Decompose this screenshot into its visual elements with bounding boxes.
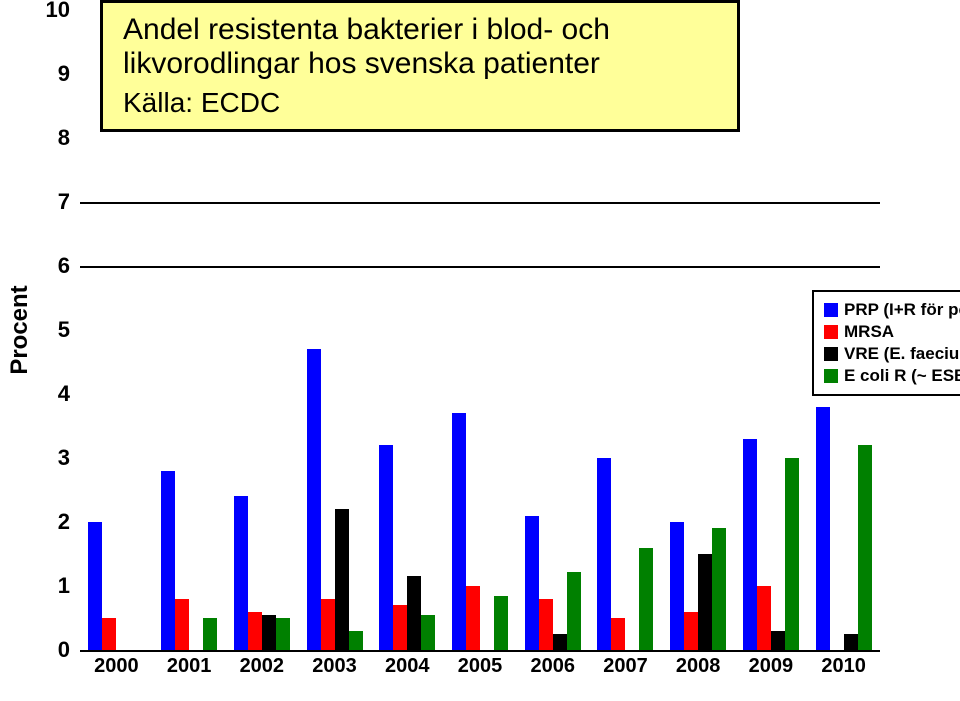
- bar: [553, 634, 567, 650]
- legend-swatch: [824, 369, 838, 383]
- chart-stage: Procent 012345678910 2000200120022003200…: [0, 0, 960, 701]
- bar: [858, 445, 872, 650]
- legend-swatch: [824, 303, 838, 317]
- y-tick: 2: [10, 509, 70, 535]
- bar: [597, 458, 611, 650]
- bar: [525, 516, 539, 650]
- x-tick: 2006: [530, 655, 575, 678]
- legend-label: PRP (I+R för pc): [844, 300, 960, 320]
- y-tick: 0: [10, 637, 70, 663]
- y-tick: 1: [10, 573, 70, 599]
- y-tick: 7: [10, 189, 70, 215]
- legend-label: E coli R (~ ESBL): [844, 366, 960, 386]
- bar: [567, 572, 581, 650]
- bar: [539, 599, 553, 650]
- y-tick: 5: [10, 317, 70, 343]
- x-tick: 2004: [385, 655, 430, 678]
- y-tick: 3: [10, 445, 70, 471]
- grid-line: [80, 266, 880, 268]
- y-tick: 8: [10, 125, 70, 151]
- bar: [262, 615, 276, 650]
- legend-item: VRE (E. faecium): [824, 344, 960, 364]
- legend-item: MRSA: [824, 322, 960, 342]
- grid-line: [80, 202, 880, 204]
- bar: [670, 522, 684, 650]
- y-tick: 6: [10, 253, 70, 279]
- bar: [248, 612, 262, 650]
- title-line1: Andel resistenta bakterier i blod- och l…: [123, 13, 717, 81]
- bar: [684, 612, 698, 650]
- bar: [844, 634, 858, 650]
- bar: [639, 548, 653, 650]
- bar: [407, 576, 421, 650]
- bar: [494, 596, 508, 650]
- legend-swatch: [824, 347, 838, 361]
- bar: [785, 458, 799, 650]
- x-tick: 2000: [94, 655, 139, 678]
- legend-label: VRE (E. faecium): [844, 344, 960, 364]
- bar: [175, 599, 189, 650]
- x-tick: 2009: [749, 655, 794, 678]
- legend-item: PRP (I+R för pc): [824, 300, 960, 320]
- bar: [743, 439, 757, 650]
- bar: [771, 631, 785, 650]
- y-tick: 4: [10, 381, 70, 407]
- bar: [466, 586, 480, 650]
- x-tick: 2003: [312, 655, 357, 678]
- x-tick: 2001: [167, 655, 212, 678]
- legend: PRP (I+R för pc)MRSAVRE (E. faecium)E co…: [812, 290, 960, 396]
- title-line2: Källa: ECDC: [123, 87, 717, 119]
- bar: [393, 605, 407, 650]
- legend-item: E coli R (~ ESBL): [824, 366, 960, 386]
- bar: [161, 471, 175, 650]
- legend-label: MRSA: [844, 322, 894, 342]
- bar: [816, 407, 830, 650]
- bar: [88, 522, 102, 650]
- y-tick: 10: [10, 0, 70, 23]
- bar: [203, 618, 217, 650]
- x-axis-labels: 2000 2001 2002 2003 2004 2005 2006 2007 2008 2009…: [80, 655, 880, 685]
- bar: [698, 554, 712, 650]
- x-tick: 2007: [603, 655, 648, 678]
- bar: [421, 615, 435, 650]
- bar: [321, 599, 335, 650]
- bar: [349, 631, 363, 650]
- bar: [335, 509, 349, 650]
- legend-swatch: [824, 325, 838, 339]
- x-tick: 2005: [458, 655, 503, 678]
- title-box: Andel resistenta bakterier i blod- och l…: [100, 0, 740, 132]
- y-tick: 9: [10, 61, 70, 87]
- bar: [307, 349, 321, 650]
- bar: [102, 618, 116, 650]
- bar: [234, 496, 248, 650]
- bar: [276, 618, 290, 650]
- bar: [452, 413, 466, 650]
- x-tick: 2010: [821, 655, 866, 678]
- x-tick: 2008: [676, 655, 721, 678]
- bar: [611, 618, 625, 650]
- bar: [757, 586, 771, 650]
- x-tick: 2002: [240, 655, 285, 678]
- bar: [712, 528, 726, 650]
- bar: [379, 445, 393, 650]
